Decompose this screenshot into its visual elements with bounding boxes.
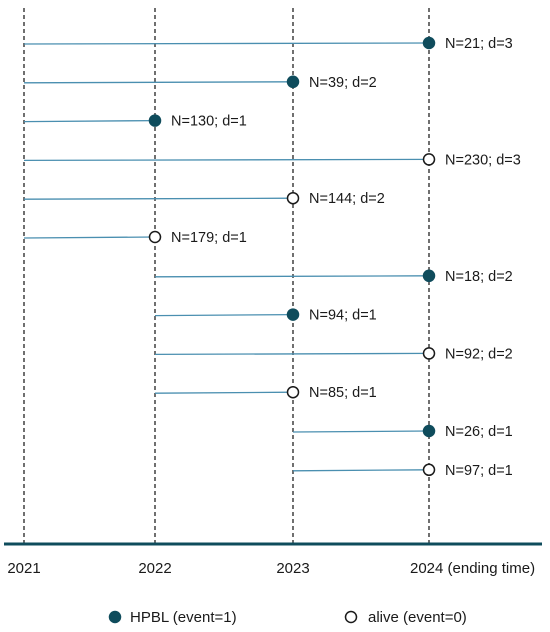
follow-up-row: N=179; d=1: [23, 230, 247, 246]
time-axis-ticks: 2021 2022 2023 2024 (ending time): [7, 560, 535, 577]
alive-marker: [286, 385, 300, 399]
event-marker: [422, 424, 436, 438]
follow-up-line: [23, 236, 156, 239]
row-label: N=144; d=2: [309, 191, 385, 207]
tick-label-2023: 2023: [276, 560, 309, 577]
follow-up-row: N=94; d=1: [154, 308, 377, 324]
legend-alive-label: alive (event=0): [368, 609, 467, 626]
follow-up-row: N=85; d=1: [154, 385, 377, 401]
row-label: N=39; d=2: [309, 75, 377, 91]
follow-up-row: N=230; d=3: [23, 152, 521, 168]
alive-marker: [422, 347, 436, 360]
alive-marker: [422, 153, 436, 166]
follow-up-line: [23, 42, 430, 45]
event-marker: [286, 308, 300, 321]
alive-marker: [286, 191, 300, 205]
row-label: N=26; d=1: [445, 424, 513, 440]
event-marker: [422, 36, 436, 50]
follow-up-line: [23, 81, 294, 84]
legend-event-label: HPBL (event=1): [130, 609, 237, 626]
follow-up-line: [154, 275, 430, 278]
follow-up-row: N=39; d=2: [23, 75, 377, 91]
tick-label-2021: 2021: [7, 560, 40, 577]
legend-alive-marker: [344, 610, 358, 624]
event-marker: [148, 114, 162, 127]
alive-marker: [422, 463, 436, 477]
follow-up-row: N=92; d=2: [154, 346, 513, 362]
tick-label-2022: 2022: [138, 560, 171, 577]
follow-up-line: [292, 430, 430, 433]
alive-marker: [148, 230, 162, 244]
row-label: N=18; d=2: [445, 269, 513, 285]
follow-up-row: N=26; d=1: [292, 424, 513, 440]
follow-up-row: N=97; d=1: [292, 463, 513, 479]
follow-up-line: [23, 197, 294, 200]
row-label: N=94; d=1: [309, 308, 377, 324]
follow-up-line: [23, 158, 430, 162]
follow-up-line: [23, 119, 156, 123]
follow-up-line: [154, 352, 430, 356]
follow-up-rows: N=21; d=3 N=39; d=2 N=130; d=1 N=230; d=3 N=…: [23, 36, 521, 479]
tick-label-2024: 2024 (ending time): [410, 560, 535, 577]
row-label: N=97; d=1: [445, 463, 513, 479]
event-marker: [286, 75, 300, 89]
event-marker: [422, 269, 436, 283]
follow-up-row: N=144; d=2: [23, 191, 385, 207]
legend-event-marker: [108, 610, 122, 624]
row-label: N=92; d=2: [445, 346, 513, 362]
row-label: N=85; d=1: [309, 385, 377, 401]
row-label: N=230; d=3: [445, 152, 521, 168]
follow-up-line: [154, 313, 294, 317]
follow-up-line: [292, 469, 430, 472]
follow-up-row: N=18; d=2: [154, 269, 513, 285]
legend: HPBL (event=1) alive (event=0): [108, 609, 467, 626]
follow-up-row: N=21; d=3: [23, 36, 513, 52]
follow-up-line: [154, 391, 294, 394]
follow-up-row: N=130; d=1: [23, 114, 247, 130]
row-label: N=21; d=3: [445, 36, 513, 52]
row-label: N=130; d=1: [171, 114, 247, 130]
row-label: N=179; d=1: [171, 230, 247, 246]
